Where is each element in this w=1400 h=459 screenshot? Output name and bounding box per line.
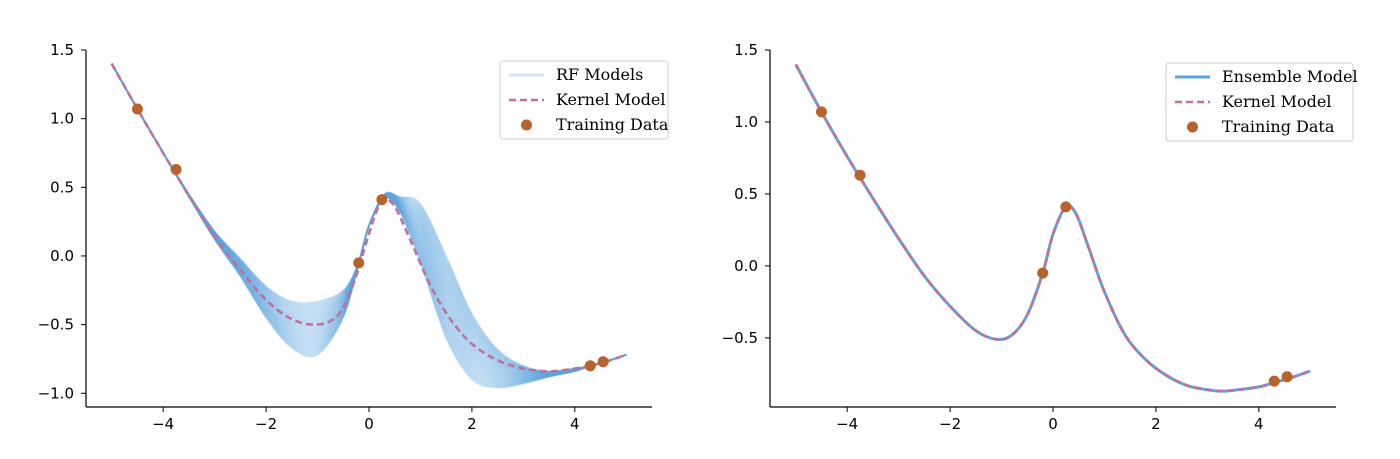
legend-label: Training Data xyxy=(1222,117,1335,136)
training-data-point xyxy=(376,194,388,206)
x-tick-label: 4 xyxy=(570,415,580,433)
training-data-point xyxy=(815,106,827,118)
y-tick-label: 0.5 xyxy=(50,178,74,196)
rf-model-line xyxy=(111,63,627,376)
legend-label: RF Models xyxy=(556,65,643,84)
training-data-point xyxy=(597,356,609,368)
rf-model-line xyxy=(111,63,627,388)
rf-model-line xyxy=(111,63,627,375)
y-tick-label: 1.0 xyxy=(50,110,74,128)
x-tick-label: 0 xyxy=(364,415,374,433)
right-chart-panel: −4 −2 0 2 4 −0.5 0.0 0.5 1.0 1.5 Ensemble Model Ker… xyxy=(722,41,1358,433)
rf-model-line xyxy=(111,63,627,374)
rf-model-line xyxy=(111,63,627,378)
rf-model-line xyxy=(111,63,627,389)
rf-model-line xyxy=(111,63,627,375)
rf-model-line xyxy=(111,63,627,374)
y-tick-label: 0.0 xyxy=(50,247,74,265)
rf-model-line xyxy=(111,63,627,374)
rf-model-line xyxy=(111,63,627,378)
rf-model-line xyxy=(111,63,627,378)
training-data-point xyxy=(1281,371,1293,383)
rf-model-line xyxy=(111,63,627,377)
y-tick-label: −0.5 xyxy=(722,329,758,347)
x-tick-label: 0 xyxy=(1048,415,1058,433)
training-data-point xyxy=(854,169,866,181)
rf-model-line xyxy=(111,63,627,389)
rf-model-line xyxy=(111,63,627,377)
y-tick-label: 0.5 xyxy=(734,185,758,203)
x-tick-label: −4 xyxy=(152,415,174,433)
x-tick-label: 2 xyxy=(1151,415,1161,433)
rf-model-line xyxy=(111,63,627,375)
y-tick-label: 1.0 xyxy=(734,113,758,131)
y-tick-label: 1.5 xyxy=(734,41,758,59)
rf-model-line xyxy=(111,63,627,376)
training-data-point xyxy=(353,257,365,269)
y-tick-label: −1.0 xyxy=(38,384,74,402)
y-tick-label: 1.5 xyxy=(50,41,74,59)
rf-model-line xyxy=(111,63,627,376)
legend-marker-swatch xyxy=(521,119,532,131)
rf-model-line xyxy=(111,63,627,376)
rf-model-line xyxy=(111,63,627,377)
x-tick-label: −4 xyxy=(836,415,858,433)
y-tick-label: 0.0 xyxy=(734,257,758,275)
left-chart-panel: −4 −2 0 2 4 −1.0 −0.5 0.0 0.5 1.0 1.5 RF Models Kern… xyxy=(38,41,669,433)
x-tick-label: 4 xyxy=(1254,415,1264,433)
x-tick-label: −2 xyxy=(939,415,961,433)
legend-label: Kernel Model xyxy=(556,90,665,109)
training-data-point xyxy=(170,163,182,175)
legend-box xyxy=(1165,62,1354,142)
training-data-point xyxy=(1060,201,1072,213)
legend-box xyxy=(499,60,669,140)
legend-marker-swatch xyxy=(1187,121,1198,133)
legend: Ensemble Model Kernel Model Training Data xyxy=(1165,62,1358,142)
legend-label: Training Data xyxy=(556,115,669,134)
training-data-point xyxy=(131,103,143,115)
legend-label: Kernel Model xyxy=(1222,92,1331,111)
training-data-point xyxy=(1037,267,1049,279)
rf-model-line xyxy=(111,63,627,374)
rf-model-line xyxy=(111,63,627,375)
y-tick-label: −0.5 xyxy=(38,316,74,334)
training-data-point xyxy=(584,360,596,372)
training-data-point xyxy=(1268,375,1280,387)
rf-model-line xyxy=(111,63,627,375)
rf-model-line xyxy=(111,63,627,377)
legend: RF Models Kernel Model Training Data xyxy=(499,60,669,140)
rf-model-line xyxy=(111,63,627,375)
rf-model-line xyxy=(111,63,627,376)
x-tick-label: −2 xyxy=(255,415,277,433)
legend-label: Ensemble Model xyxy=(1222,67,1358,86)
x-tick-label: 2 xyxy=(467,415,477,433)
